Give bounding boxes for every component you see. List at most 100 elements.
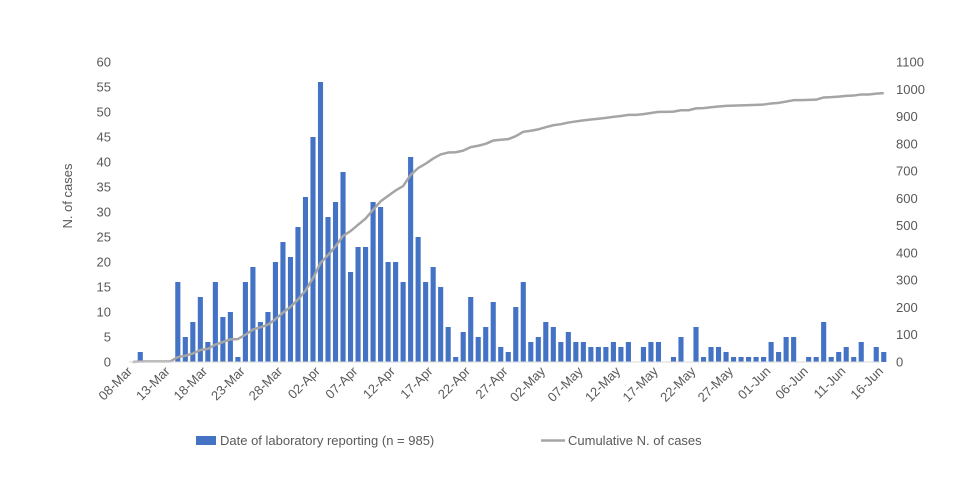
x-tick-label: 17-Apr [397,363,436,402]
bar [438,287,444,362]
bar [761,357,767,362]
bar [873,347,879,362]
bar [220,317,226,362]
bar [550,327,556,362]
bar [595,347,601,362]
x-tick-label: 07-May [544,363,586,405]
y2-tick-label: 400 [896,245,918,260]
x-tick-label: 18-Mar [170,363,210,403]
bar [858,342,864,362]
bar [295,227,301,362]
bar [415,237,421,362]
y2-tick-label: 100 [896,327,918,342]
bar [776,352,782,362]
bar [385,262,391,362]
bar [265,312,271,362]
bar [400,282,406,362]
x-tick-label: 02-Apr [285,363,324,402]
bar [445,327,451,362]
y-tick-label: 55 [97,80,111,95]
bar [588,347,594,362]
x-tick-label: 22-Apr [435,363,474,402]
bar [272,262,278,362]
y-tick-label: 60 [97,55,111,70]
bar [738,357,744,362]
bar [363,247,369,362]
bar [332,202,339,362]
bar [813,357,819,362]
bar [625,342,631,362]
bar [843,347,849,362]
y-tick-label: 35 [97,180,111,195]
y-tick-label: 5 [104,330,111,345]
bar [806,357,812,362]
x-tick-label: 28-Mar [246,363,286,403]
y-tick-label: 0 [104,355,111,370]
bar [205,342,211,362]
bar [708,347,714,362]
bar [731,357,737,362]
bar [197,297,203,362]
legend-label-line: Cumulative N. of cases [568,433,702,448]
x-tick-label: 12-Apr [360,363,399,402]
y-tick-label: 10 [97,305,111,320]
bar [498,347,504,362]
bar [715,347,722,362]
bar [535,337,541,362]
x-tick-label: 23-Mar [208,363,248,403]
x-tick-label: 22-May [657,363,699,405]
bar [317,82,324,362]
bar [558,342,564,362]
x-tick-label: 27-Apr [472,363,511,402]
y-tick-label: 30 [97,205,111,220]
bar [190,322,196,362]
y-tick-label: 45 [97,130,111,145]
legend-swatch-bars [196,436,216,445]
bar [347,272,354,362]
bar [423,282,429,362]
y2-tick-label: 800 [896,136,918,151]
x-tick-label: 02-May [507,363,549,405]
bar [242,282,248,362]
bar [851,357,857,362]
bar [475,337,481,362]
x-tick-label: 16-Jun [847,364,886,403]
bar [483,327,489,362]
bar [175,282,181,362]
y-tick-label: 50 [97,105,111,120]
x-tick-label: 13-Mar [133,363,173,403]
bar [746,357,752,362]
bar [408,157,414,362]
x-tick-label: 17-May [620,363,662,405]
bar [513,307,519,362]
x-tick-label: 11-Jun [810,364,848,402]
bar [325,217,331,362]
y2-tick-label: 900 [896,109,918,124]
y2-tick-label: 200 [896,300,918,315]
bar [543,322,549,362]
bar [678,337,684,362]
x-tick-label: 08-Mar [95,363,135,403]
bar [693,327,699,362]
bar-series [137,82,887,362]
y-axis-title: N. of cases [60,163,75,229]
bar [520,282,526,362]
bar [280,242,286,362]
y2-tick-label: 1000 [896,82,925,97]
bar [603,347,609,362]
y2-tick-label: 500 [896,218,918,233]
bar [468,297,474,362]
bar [753,357,759,362]
x-tick-label: 12-May [582,363,624,405]
bar [378,207,384,362]
x-tick-label: 06-Jun [772,364,811,403]
bar [700,357,707,362]
bar [340,172,346,362]
bar [302,197,309,362]
bar [565,332,571,362]
y-tick-label: 40 [97,155,111,170]
bar [821,322,827,362]
bar [836,352,842,362]
